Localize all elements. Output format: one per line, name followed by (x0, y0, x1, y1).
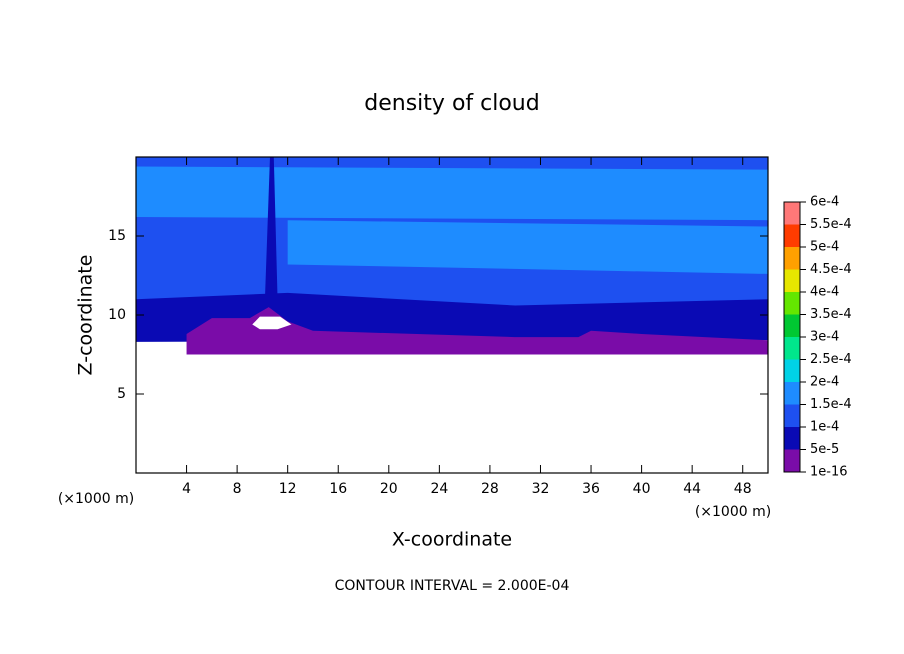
y-tick-label: 10 (108, 307, 126, 323)
colorbar-band (784, 359, 800, 382)
colorbar-label: 2.5e-4 (810, 352, 852, 367)
colorbar-label: 1.5e-4 (810, 397, 852, 412)
x-tick-label: 12 (279, 481, 297, 497)
colorbar-label: 6e-4 (810, 195, 839, 210)
x-tick-label: 32 (532, 481, 550, 497)
colorbar-band (784, 404, 800, 427)
colorbar-label: 1e-4 (810, 420, 839, 435)
colorbar-label: 3.5e-4 (810, 307, 852, 322)
colorbar-label: 5e-5 (810, 442, 839, 457)
contour-gap (252, 316, 292, 330)
colorbar-label: 1e-16 (810, 465, 848, 480)
contour-field (136, 157, 769, 355)
y-tick-label: 5 (117, 386, 126, 402)
x-tick-label: 36 (582, 481, 600, 497)
colorbar-band (784, 269, 800, 292)
chart-title: density of cloud (364, 91, 539, 116)
y-axis-label: Z-coordinate (75, 255, 97, 376)
x-unit: (×1000 m) (695, 504, 771, 520)
colorbar-band (784, 427, 800, 450)
x-tick-label: 44 (683, 481, 701, 497)
x-tick-label: 16 (329, 481, 347, 497)
colorbar-label: 2e-4 (810, 375, 839, 390)
colorbar-label: 4e-4 (810, 285, 839, 300)
x-tick-label: 4 (182, 481, 191, 497)
x-tick-label: 8 (233, 481, 242, 497)
x-tick-label: 28 (481, 481, 499, 497)
x-axis-label: X-coordinate (392, 529, 512, 551)
colorbar-band (784, 247, 800, 270)
colorbar-label: 5.5e-4 (810, 217, 852, 232)
colorbar-band (784, 224, 800, 247)
colorbar-band (784, 292, 800, 315)
colorbar-band (784, 449, 800, 472)
x-tick-label: 20 (380, 481, 398, 497)
colorbar-band (784, 314, 800, 337)
colorbar-band (784, 382, 800, 405)
colorbar-label: 4.5e-4 (810, 262, 852, 277)
colorbar-band (784, 202, 800, 225)
colorbar-label: 3e-4 (810, 330, 839, 345)
y-tick-label: 15 (108, 228, 126, 244)
x-tick-label: 40 (633, 481, 651, 497)
y-unit: (×1000 m) (58, 491, 134, 507)
contour-band (136, 166, 768, 221)
contour-note: CONTOUR INTERVAL = 2.000E-04 (335, 578, 570, 594)
contour-band (287, 220, 768, 274)
contour-band (264, 157, 278, 300)
contour-band (139, 307, 769, 355)
colorbar-band (784, 337, 800, 360)
x-tick-label: 24 (430, 481, 448, 497)
x-tick-label: 48 (734, 481, 752, 497)
colorbar-label: 5e-4 (810, 240, 839, 255)
